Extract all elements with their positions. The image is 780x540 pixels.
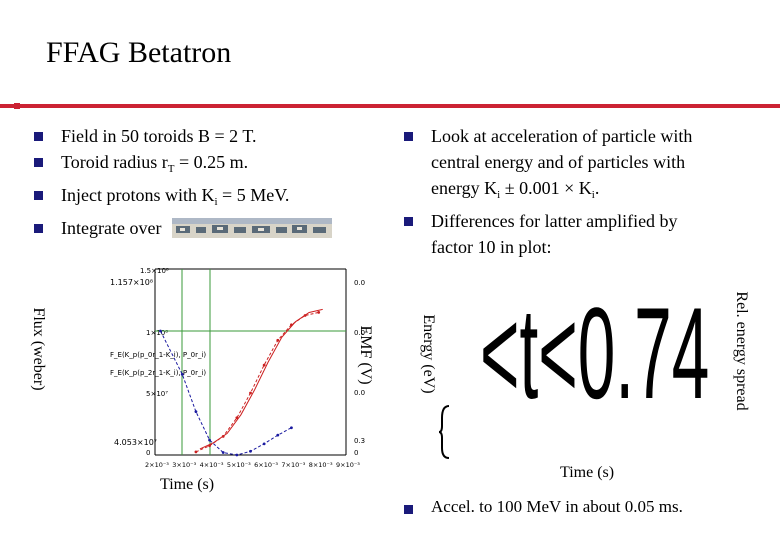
tick-y-right-3: 0: [354, 449, 358, 457]
series-line-1: [195, 311, 319, 453]
acceleration-note-text: Accel. to 100 MeV in about 0.05 ms.: [431, 497, 683, 516]
series-point-0-8: [276, 433, 280, 437]
tick-y-left-2: 5×10⁷: [146, 390, 168, 398]
tick-y-right-0: 0.03: [354, 279, 365, 287]
series-point-0-5: [235, 453, 239, 457]
series-lines: [160, 308, 323, 456]
bullet-look-at-acceleration: Look at acceleration of particle with ce…: [404, 123, 724, 208]
ylabel-rel-energy-spread: Rel. energy spread: [733, 291, 750, 411]
tick-x-6: 8×10⁻³: [309, 461, 333, 469]
tick-x-3: 5×10⁻³: [227, 461, 251, 469]
legend-line-2: F_E(K_p(p_2r_1-K_i), P_0r_i): [110, 369, 206, 377]
legend-line-1: F_E(K_p(p_0r_1-K_i), P_0r_i): [110, 351, 206, 359]
series-point-0-9: [290, 426, 293, 430]
top-tick-label: 1.157×10⁸: [110, 278, 153, 287]
ylabel-emf: EMF (V): [357, 325, 374, 385]
tick-y-right-2: 0.01: [354, 389, 365, 397]
series-points: [159, 311, 321, 457]
tick-x-0: 2×10⁻³: [145, 461, 169, 469]
series-point-1-9: [317, 311, 321, 314]
bottom-right-label: 0.33: [354, 437, 365, 445]
ylabel-energy: Energy (eV): [420, 314, 437, 394]
series-line-offset: [199, 308, 323, 450]
series-point-1-6: [276, 338, 280, 342]
tick-x-1: 3×10⁻³: [172, 461, 196, 469]
series-point-0-2: [194, 410, 198, 413]
ylabel-flux: Flux (weber): [30, 307, 47, 391]
page-title: FFAG Betatron: [46, 36, 232, 69]
bullet-inject: Inject protons with Ki = 5 MeV.: [34, 182, 364, 215]
series-point-0-4: [221, 451, 225, 454]
bullet-toroid-radius: Toroid radius rT = 0.25 m.: [34, 149, 364, 182]
series-point-0-3: [208, 438, 211, 442]
tick-y-left-0: 1.5×10⁸: [140, 267, 169, 275]
landscape-strip-image: [171, 218, 332, 238]
bullet-field: Field in 50 toroids B = 2 T.: [34, 123, 364, 149]
title-underline: [0, 104, 780, 108]
series-point-0-0: [159, 329, 162, 333]
series-point-1-8: [303, 314, 307, 317]
big-formula: <t<0.74: [480, 280, 710, 426]
bottom-tick-label: 4.053×10⁷: [114, 438, 157, 447]
bullet-integrate: Integrate over: [34, 215, 364, 241]
series-point-1-1: [208, 444, 211, 448]
series-point-1-2: [221, 435, 225, 438]
series-point-1-0: [194, 450, 198, 454]
series-point-1-5: [262, 363, 266, 367]
series-point-0-7: [262, 442, 266, 446]
xlabel-time: Time (s): [160, 476, 215, 493]
tick-y-left-3: 0: [146, 449, 150, 457]
x-tick-labels: 2×10⁻³ 3×10⁻³ 4×10⁻³ 5×10⁻³ 6×10⁻³ 7×10⁻³ 8×10…: [145, 461, 360, 469]
series-point-1-3: [235, 416, 239, 420]
series-point-0-1: [180, 373, 184, 376]
tick-y-right-1: 0.02: [354, 329, 365, 337]
xlabel-time-right: Time (s): [560, 464, 615, 481]
series-point-0-6: [249, 449, 252, 453]
chart: 1.157×10⁸ 1.5×10⁸ 1×10⁸ 5×10⁷ 4.053×10⁷ …: [110, 267, 365, 469]
tick-x-4: 6×10⁻³: [254, 461, 278, 469]
tick-x-5: 7×10⁻³: [281, 461, 305, 469]
tick-y-left-1: 1×10⁸: [146, 329, 168, 337]
acceleration-note: Accel. to 100 MeV in about 0.05 ms.: [404, 497, 683, 517]
bullet-differences-amplified: Differences for latter amplified by fact…: [404, 208, 724, 260]
series-line-0: [160, 330, 292, 456]
title-underline-marker: [14, 103, 20, 109]
right-bullet-list: Look at acceleration of particle with ce…: [404, 123, 724, 260]
tick-x-2: 4×10⁻³: [200, 461, 224, 469]
tick-x-7: 9×10⁻³: [336, 461, 360, 469]
left-bullet-list: Field in 50 toroids B = 2 T. Toroid radi…: [34, 123, 364, 241]
brace-marker: [438, 405, 450, 459]
series-point-1-4: [249, 391, 252, 395]
series-point-1-7: [290, 323, 293, 327]
